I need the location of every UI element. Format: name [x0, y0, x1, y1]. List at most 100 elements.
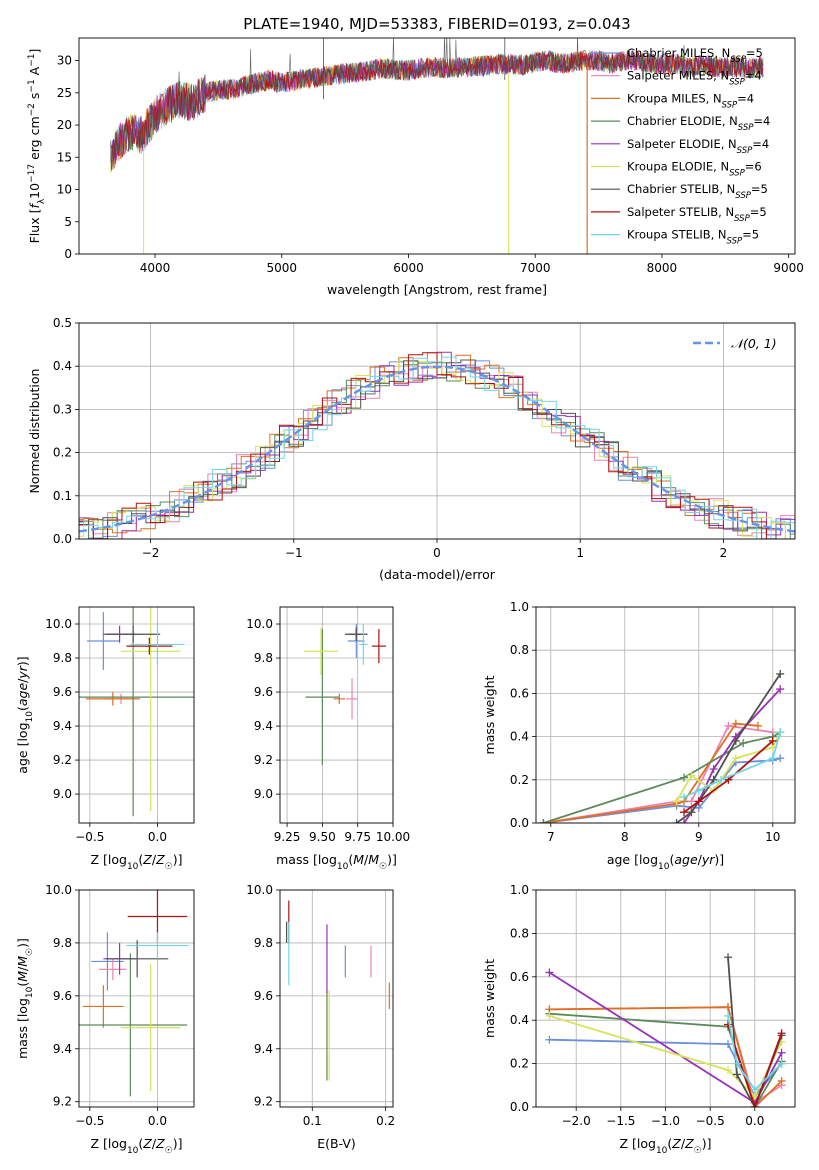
label-part: 10 [337, 862, 349, 872]
y-tick-label: 30 [57, 54, 72, 68]
weight-marker [717, 775, 725, 784]
x-tick-label: −0.5 [75, 1114, 104, 1128]
y-tick-label: 9.4 [53, 1042, 72, 1056]
legend-entry: Chabrier STELIB, NSSP=5 [627, 182, 768, 201]
legend-suffix: =4 [753, 114, 770, 128]
y-tick-label: 9.2 [254, 1095, 273, 1109]
label-part: Z [155, 1136, 165, 1151]
weight-marker [739, 739, 748, 748]
y-tick-label: 10.0 [246, 617, 273, 631]
x-tick-label: 6000 [393, 261, 424, 275]
x-tick-label: 4000 [140, 261, 171, 275]
weight-marker [750, 1103, 759, 1107]
weight-marker [680, 773, 688, 782]
weight-line [727, 1015, 783, 1091]
weight-line [543, 731, 781, 823]
label-part: ☉ [25, 948, 35, 956]
label-part: ☉ [694, 1146, 702, 1156]
label-part: ( [348, 852, 353, 867]
legend-sub: SSP [738, 123, 754, 133]
histogram-step [79, 359, 795, 539]
weight-marker [754, 721, 762, 730]
label-part: ☉ [379, 862, 387, 872]
y-tick-label: 0.2 [510, 773, 529, 787]
weight-marker [768, 736, 777, 745]
y-tick-label: 9.2 [53, 1095, 72, 1109]
x-tick-label: 5000 [266, 261, 297, 275]
weight-marker [539, 819, 548, 823]
y-tick-label: 0.0 [510, 816, 529, 830]
mass-vs-Z-panel: −0.5 0.09.29.49.69.810.0Z [log10(Z/Z☉)]ma… [15, 883, 195, 1156]
weight-marker [724, 1040, 733, 1049]
label-part: Z [671, 1136, 681, 1151]
weight-marker [731, 719, 740, 728]
y-tick-label: 10 [57, 183, 72, 197]
x-axis-label: Z [log10(Z/Z☉)] [90, 1136, 182, 1156]
x-tick-label: 1 [576, 546, 584, 560]
label-part: / [364, 852, 369, 867]
y-tick-label: 9.0 [53, 787, 72, 801]
label-part: ( [15, 982, 30, 987]
x-axis-label: Z [log10(Z/Z☉)] [90, 852, 182, 872]
weight-marker [777, 1029, 786, 1038]
weight-marker [672, 797, 681, 806]
legend-sub: SSP [729, 169, 745, 179]
legend-text: Chabrier STELIB, N [627, 182, 735, 196]
age-vs-mass-panel: 9.25 9.50 9.75 10.00 9.0 9.2 9.4 9.6 9.8 10.0 mass… [246, 606, 410, 872]
y-tick-label: 9.6 [254, 989, 273, 1003]
label-part: / [15, 966, 30, 971]
legend-suffix: =5 [746, 46, 763, 60]
label-part: M [353, 852, 364, 867]
weight-marker [545, 1035, 554, 1044]
x-axis-label: wavelength [Angstrom, rest frame] [327, 282, 547, 297]
y-axis-label: mass weight [482, 675, 497, 754]
legend-entry: Chabrier ELODIE, NSSP=4 [627, 114, 770, 133]
mass-vs-EBV-panel: 0.1 0.2 9.2 9.4 9.6 9.8 10.0 E(B-V) [246, 883, 395, 1151]
label-part: 10 [658, 862, 670, 872]
y-tick-label: 0 [64, 247, 72, 261]
label-part: −2 [27, 103, 37, 116]
label-part: Z [log [90, 852, 126, 867]
y-tick-label: 0.6 [510, 686, 529, 700]
legend-text: Salpeter STELIB, N [627, 205, 734, 219]
legend-text: Salpeter MILES, N [627, 69, 729, 83]
label-part: / [15, 678, 30, 683]
y-axis-label: age [log10(age/yr)] [15, 656, 35, 773]
residuals-panel: −2 −1 0 1 2 0.0 0.1 0.2 0.3 0.4 0.5 𝒩(0, 1) (data-mo… [27, 316, 796, 582]
weight-marker [777, 1076, 786, 1085]
label-part: 10 [656, 1146, 668, 1156]
y-tick-label: 9.8 [254, 651, 273, 665]
weight-marker [687, 808, 696, 817]
error-bars [304, 624, 386, 766]
weight-marker [680, 808, 688, 817]
legend-entry: Kroupa STELIB, NSSP=5 [627, 228, 759, 247]
y-tick-label: 0.4 [510, 730, 529, 744]
x-tick-label: 8 [621, 830, 629, 844]
label-part: 10 [127, 862, 139, 872]
histogram-step [79, 356, 795, 539]
label-part: mass [log [276, 852, 337, 867]
label-part: M [368, 852, 379, 867]
label-part: 10 [127, 1146, 139, 1156]
weight-line [675, 731, 782, 802]
x-tick-label: 0.0 [148, 830, 167, 844]
label-part: 10 [25, 711, 35, 723]
label-part: erg cm [27, 116, 42, 164]
x-tick-label: −2.0 [562, 1114, 591, 1128]
x-tick-label: 0.0 [148, 1114, 167, 1128]
y-tick-label: 9.2 [254, 753, 273, 767]
weight-marker [777, 1059, 786, 1068]
legend-suffix: =5 [742, 228, 759, 242]
legend-text: Kroupa STELIB, N [627, 228, 727, 242]
x-tick-label: −2 [142, 546, 160, 560]
legend-text: Chabrier MILES, N [627, 46, 730, 60]
label-part: ( [669, 852, 674, 867]
label-part: )] [173, 852, 183, 867]
weight-marker [672, 819, 681, 823]
weight-marker [724, 1020, 733, 1029]
y-tick-label: 25 [57, 86, 72, 100]
label-part: age [674, 852, 698, 867]
label-part: / [152, 1136, 157, 1151]
label-part: age [15, 683, 30, 707]
y-tick-label: 0.2 [53, 446, 72, 460]
